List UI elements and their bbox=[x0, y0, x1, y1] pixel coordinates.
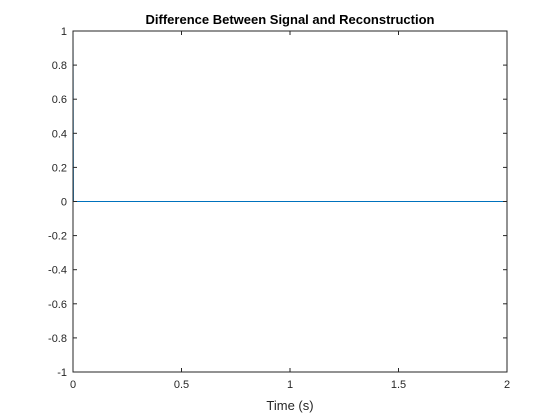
y-tick-label: -0.6 bbox=[48, 299, 67, 311]
x-tick-label: 1.5 bbox=[391, 379, 406, 391]
x-axis-label: Time (s) bbox=[266, 398, 313, 413]
x-tick-label: 0.5 bbox=[174, 379, 189, 391]
x-tick-label: 0 bbox=[70, 379, 76, 391]
chart-title: Difference Between Signal and Reconstruc… bbox=[146, 12, 435, 27]
y-tick-label: 0.6 bbox=[52, 94, 67, 106]
y-tick-label: 0 bbox=[61, 197, 67, 209]
y-tick-label: -1 bbox=[57, 367, 67, 379]
y-tick-label: -0.8 bbox=[48, 333, 67, 345]
y-tick-label: -0.4 bbox=[48, 265, 67, 277]
x-tick-label: 1 bbox=[287, 379, 293, 391]
y-tick-label: -0.2 bbox=[48, 231, 67, 243]
y-tick-label: 0.4 bbox=[52, 128, 67, 140]
y-tick-label: 0.8 bbox=[52, 60, 67, 72]
ticks-layer: 0 0.5 1 1.5 2 1 0.8 0.6 0.4 0.2 0 -0.2 -0.4 -0.6 -0.8 -… bbox=[48, 26, 510, 391]
y-tick-label: 1 bbox=[61, 26, 67, 38]
y-tick-label: 0.2 bbox=[52, 162, 67, 174]
x-tick-label: 2 bbox=[504, 379, 510, 391]
